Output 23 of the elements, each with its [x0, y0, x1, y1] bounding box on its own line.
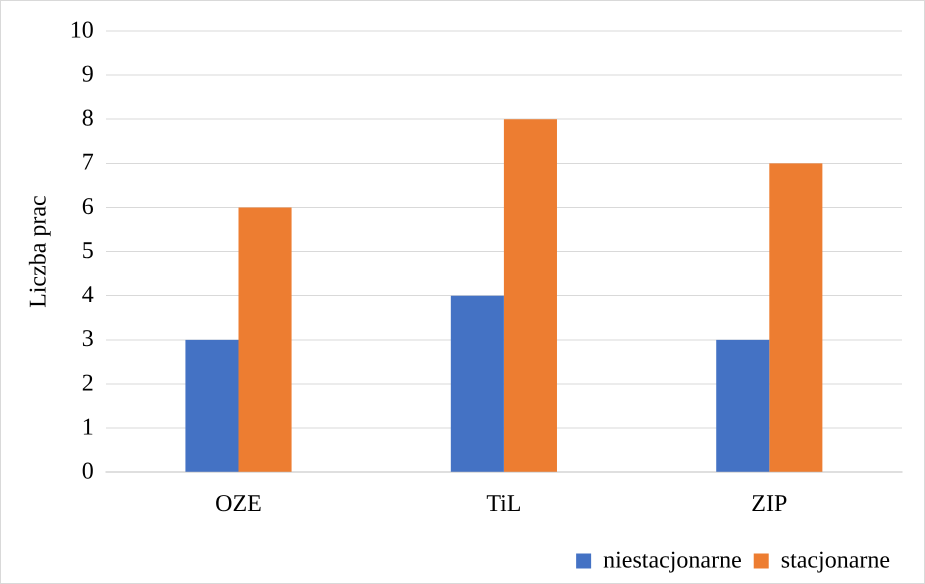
- x-tick-label: OZE: [215, 490, 262, 517]
- bar: [769, 163, 822, 472]
- y-tick-label: 5: [82, 238, 94, 264]
- y-tick-label: 10: [70, 17, 94, 44]
- y-tick-label: 3: [82, 326, 94, 352]
- y-tick-label: 6: [82, 194, 94, 220]
- bar: [504, 119, 557, 472]
- y-axis-title: Liczba prac: [26, 195, 52, 308]
- x-tick-label: ZIP: [751, 490, 788, 517]
- y-tick-label: 9: [82, 61, 94, 88]
- y-tick-label: 7: [82, 150, 94, 176]
- y-tick-label: 0: [82, 458, 94, 484]
- y-tick-label: 1: [82, 414, 94, 440]
- bar: [450, 296, 504, 472]
- bar: [185, 340, 238, 472]
- legend-label: niestacjonarne: [603, 547, 742, 574]
- bar: [238, 207, 292, 472]
- legend-label: stacjonarne: [780, 547, 890, 574]
- x-tick-label: TiL: [486, 490, 522, 517]
- bar: [716, 340, 770, 472]
- y-tick-label: 2: [82, 370, 94, 396]
- y-tick-label: 4: [82, 282, 94, 308]
- y-tick-label: 8: [82, 106, 94, 132]
